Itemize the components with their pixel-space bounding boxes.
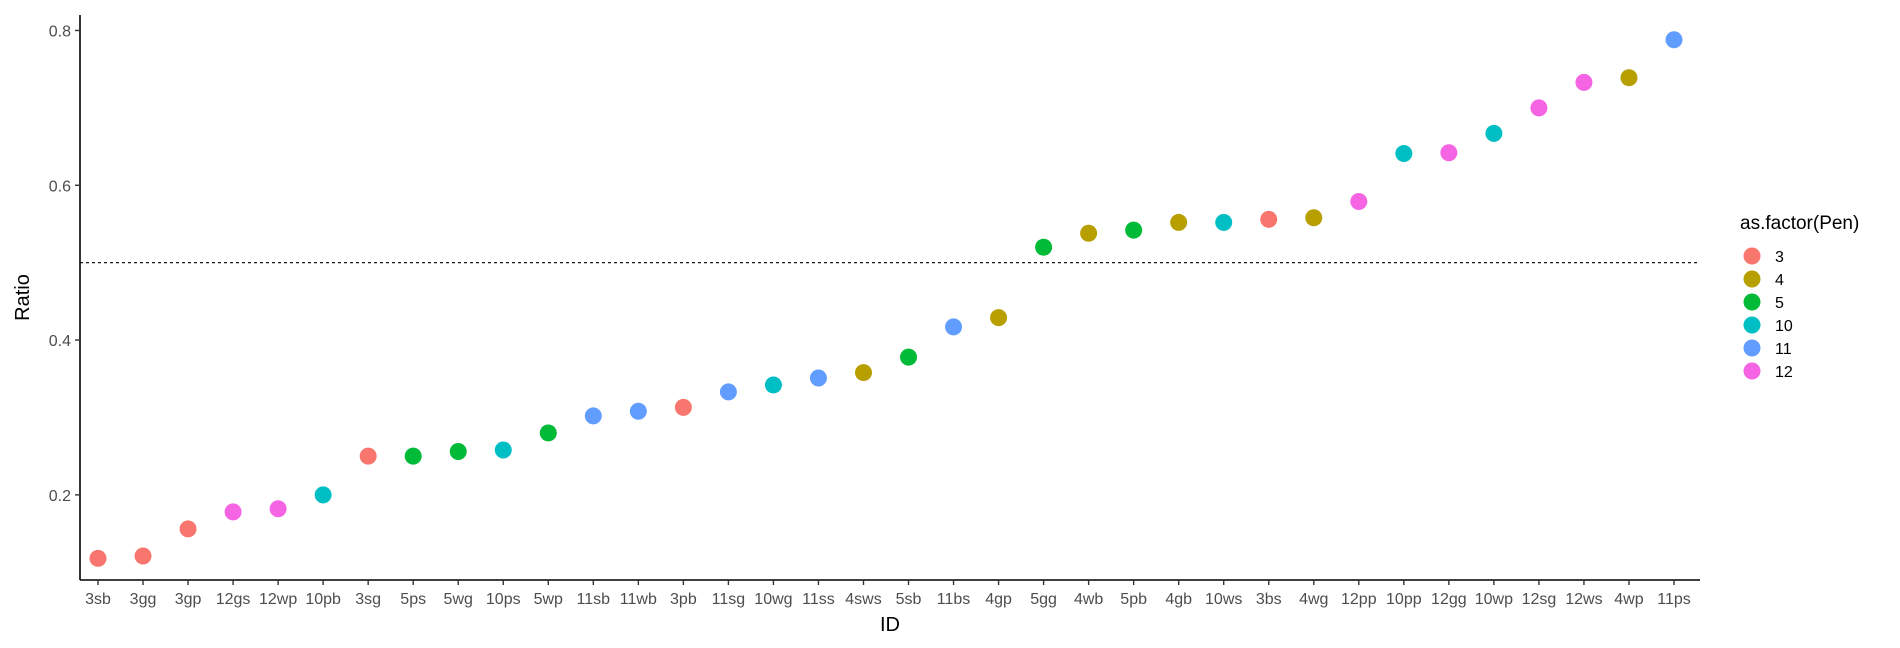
x-tick-label: 12pp [1341,591,1377,608]
data-point [224,503,242,521]
data-point [449,443,467,461]
y-tick-label: 0.2 [49,488,71,505]
data-point [89,549,107,567]
x-tick-label: 5gg [1030,591,1057,608]
x-tick-label: 5ps [400,591,426,608]
data-point [1260,210,1278,228]
x-tick-label: 5sb [896,591,922,608]
data-point [269,500,287,518]
data-point [674,398,692,416]
legend-items: 3 4 5 10 11 12 [1743,247,1793,381]
x-tick-label: 12ws [1565,591,1602,608]
legend-label: 10 [1775,318,1793,335]
data-point [1665,31,1683,49]
x-tick-label: 4gp [985,591,1012,608]
legend: as.factor(Pen) 3 4 5 10 11 12 [1740,213,1859,381]
legend-label: 3 [1775,249,1784,266]
x-tick-label: 5wp [534,591,563,608]
x-tick-label: 11sg [712,591,746,608]
data-point [719,383,737,401]
data-point [1305,209,1323,227]
data-point [1170,213,1188,231]
plot-area: 0.2 0.4 0.6 0.8 3sb 3gg 3gp 12gs 12wp 10pb 3sg 5ps… [49,15,1700,608]
x-tick-label: 3bs [1256,591,1282,608]
y-tick-label: 0.8 [49,23,71,40]
y-tick-label: 0.6 [49,178,71,195]
x-tick-label: 3sg [355,591,381,608]
legend-label: 5 [1775,295,1784,312]
data-point [764,376,782,394]
data-point [314,486,332,504]
x-tick-label: 5pb [1120,591,1147,608]
x-tick-label: 3sb [85,591,111,608]
data-points [89,31,1683,567]
y-axis-ticks: 0.2 0.4 0.6 0.8 [49,23,80,505]
data-point [900,348,918,366]
data-point [1215,213,1233,231]
x-tick-label: 3gp [175,591,202,608]
data-point [1035,238,1053,256]
legend-key [1743,293,1761,311]
data-point [1350,193,1368,211]
x-tick-label: 11ss [802,591,835,608]
data-point [1575,73,1593,91]
data-point [1620,69,1638,87]
data-point [1530,99,1548,117]
legend-key [1743,247,1761,265]
x-tick-label: 10pb [305,591,341,608]
data-point [629,402,647,420]
data-point [1485,124,1503,142]
x-tick-label: 4wb [1074,591,1103,608]
legend-key [1743,270,1761,288]
x-axis-title: ID [880,614,900,636]
x-tick-label: 4wg [1299,591,1328,608]
data-point [584,407,602,425]
legend-key [1743,316,1761,334]
legend-label: 11 [1775,341,1792,358]
x-tick-label: 12sg [1522,591,1557,608]
x-axis-ticks: 3sb 3gg 3gp 12gs 12wp 10pb 3sg 5ps 5wg 10ps 5wp 11s… [85,580,1691,608]
legend-title: as.factor(Pen) [1740,213,1859,234]
data-point [945,318,963,336]
data-point [134,547,152,565]
x-tick-label: 5wg [444,591,473,608]
y-axis-title: Ratio [12,274,34,321]
data-point [1395,145,1413,163]
data-point [1440,144,1458,162]
data-point [179,520,197,538]
x-tick-label: 12gs [216,591,251,608]
data-point [359,447,377,465]
legend-label: 4 [1775,272,1784,289]
legend-key [1743,339,1761,357]
x-tick-label: 10wg [754,591,792,608]
legend-label: 12 [1775,364,1793,381]
data-point [1125,221,1143,239]
x-tick-label: 11sb [577,591,611,608]
x-tick-label: 3pb [670,591,697,608]
legend-key [1743,362,1761,380]
x-tick-label: 10ps [486,591,521,608]
data-point [1080,224,1098,242]
x-tick-label: 4sws [845,591,881,608]
x-tick-label: 10ws [1205,591,1242,608]
x-tick-label: 3gg [130,591,157,608]
x-tick-label: 11bs [937,591,971,608]
x-tick-label: 12wp [259,591,297,608]
x-tick-label: 11ps [1657,591,1691,608]
data-point [809,369,827,387]
x-tick-label: 10wp [1475,591,1513,608]
x-tick-label: 4gb [1165,591,1192,608]
data-point [990,309,1008,327]
data-point [494,441,512,459]
x-tick-label: 12gg [1431,591,1467,608]
x-tick-label: 11wb [620,591,657,608]
data-point [854,364,872,382]
data-point [539,424,557,442]
y-tick-label: 0.4 [49,333,71,350]
data-point [404,447,422,465]
x-tick-label: 4wp [1614,591,1643,608]
x-tick-label: 10pp [1386,591,1422,608]
